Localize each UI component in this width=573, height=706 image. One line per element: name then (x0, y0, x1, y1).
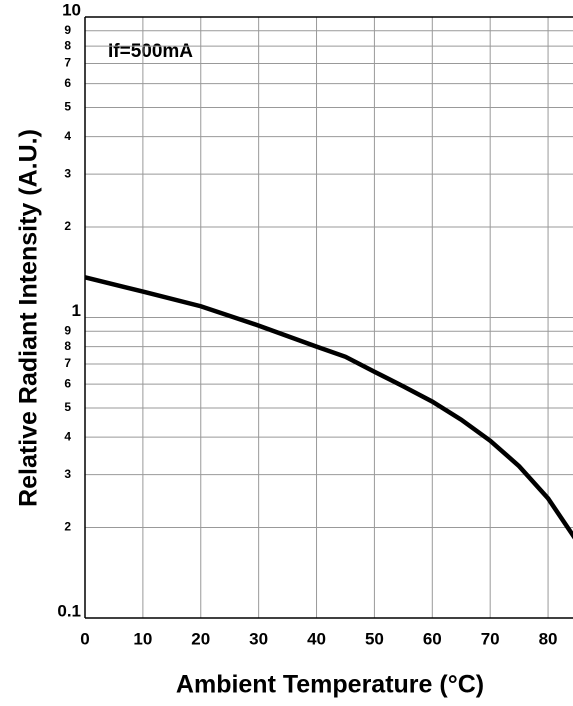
y-tick-label: 0.1 (57, 601, 81, 620)
y-tick-label: 3 (64, 467, 71, 481)
x-tick-label: 10 (133, 629, 152, 648)
y-tick-label: 7 (64, 56, 71, 70)
y-tick-label: 4 (64, 129, 71, 143)
y-tick-label: 8 (64, 38, 71, 52)
y-tick-label: 7 (64, 356, 71, 370)
y-tick-label: 8 (64, 339, 71, 353)
y-tick-label: 3 (64, 166, 71, 180)
x-tick-label: 40 (307, 629, 326, 648)
y-axis-label: Relative Radiant Intensity (A.U.) (15, 129, 43, 507)
y-tick-label: 6 (64, 376, 71, 390)
x-tick-label: 70 (481, 629, 500, 648)
y-tick-label: 6 (64, 76, 71, 90)
x-tick-label: 0 (80, 629, 89, 648)
x-tick-label: 80 (539, 629, 558, 648)
y-tick-label: 10 (62, 0, 81, 19)
x-tick-label: 20 (191, 629, 210, 648)
y-tick-label: 2 (64, 219, 71, 233)
y-tick-label: 5 (64, 400, 71, 414)
y-tick-label: 1 (72, 301, 81, 320)
y-tick-label: 9 (64, 323, 71, 337)
data-line (84, 275, 573, 540)
x-tick-label: 50 (365, 629, 384, 648)
x-axis-label: Ambient Temperature (°C) (176, 671, 484, 699)
x-tick-label: 60 (423, 629, 442, 648)
y-tick-label: 2 (64, 520, 71, 534)
y-tick-label: 5 (64, 100, 71, 114)
annotation: If=500mA (108, 41, 193, 62)
y-tick-label: 9 (64, 23, 71, 37)
x-tick-label: 30 (249, 629, 268, 648)
y-tick-label: 4 (64, 429, 71, 443)
